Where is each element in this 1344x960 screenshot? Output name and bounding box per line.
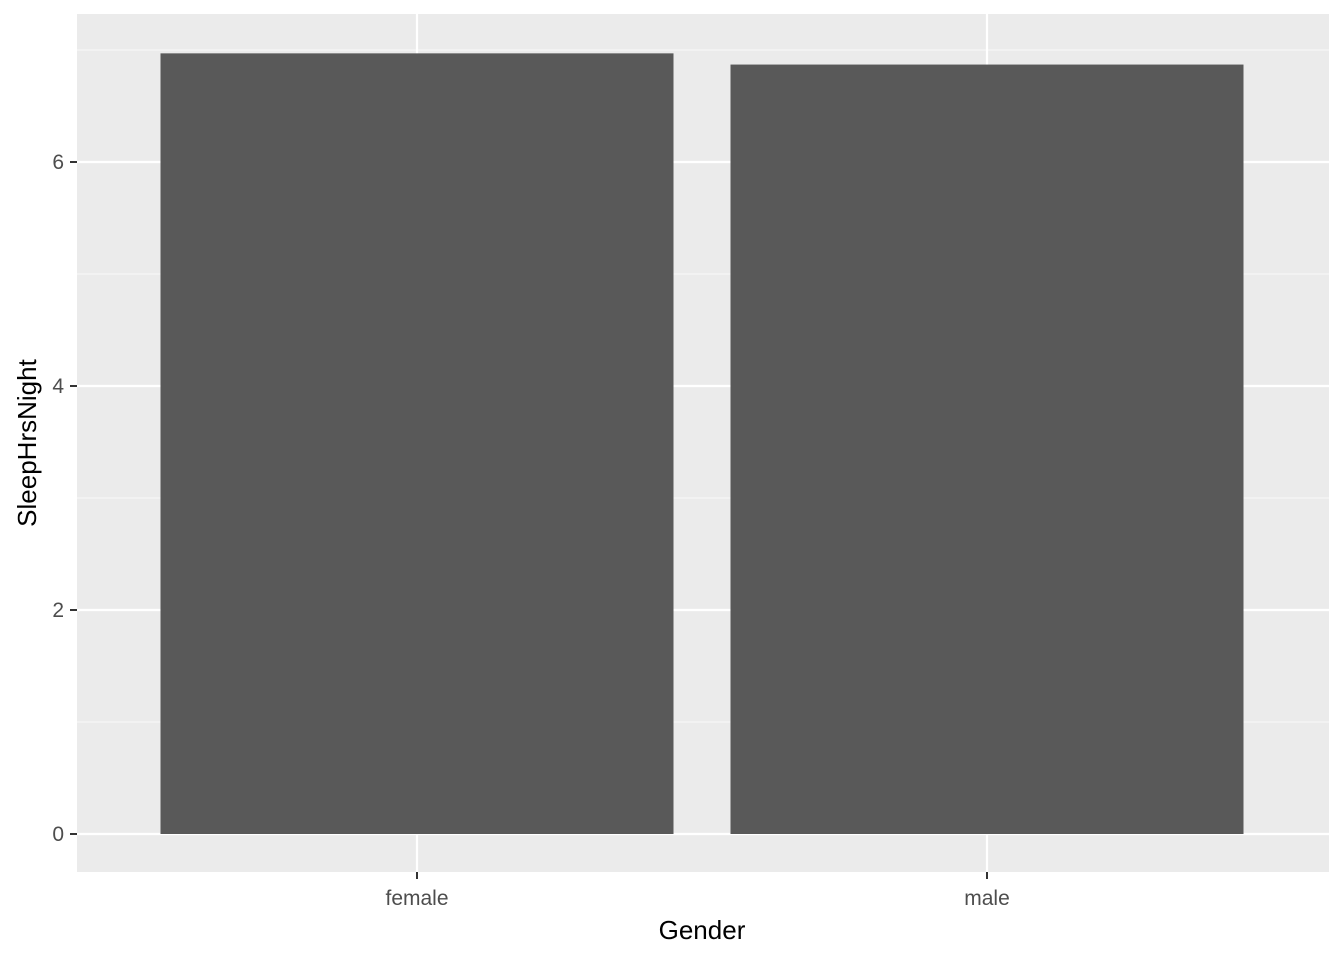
y-tick-label: 4 (52, 375, 64, 398)
y-axis: 0 2 4 6 (52, 151, 77, 846)
bar-female (160, 53, 674, 835)
x-axis-title: Gender (659, 915, 746, 945)
x-axis: female male (385, 872, 1010, 910)
y-tick-label: 6 (52, 151, 64, 174)
bars (160, 53, 1244, 835)
y-tick-label: 0 (52, 823, 64, 846)
bar-male (730, 64, 1244, 834)
x-tick-label: male (964, 887, 1010, 910)
y-tick-label: 2 (52, 599, 64, 622)
y-axis-title: SleepHrsNight (12, 358, 42, 526)
x-tick-label: female (385, 887, 448, 910)
